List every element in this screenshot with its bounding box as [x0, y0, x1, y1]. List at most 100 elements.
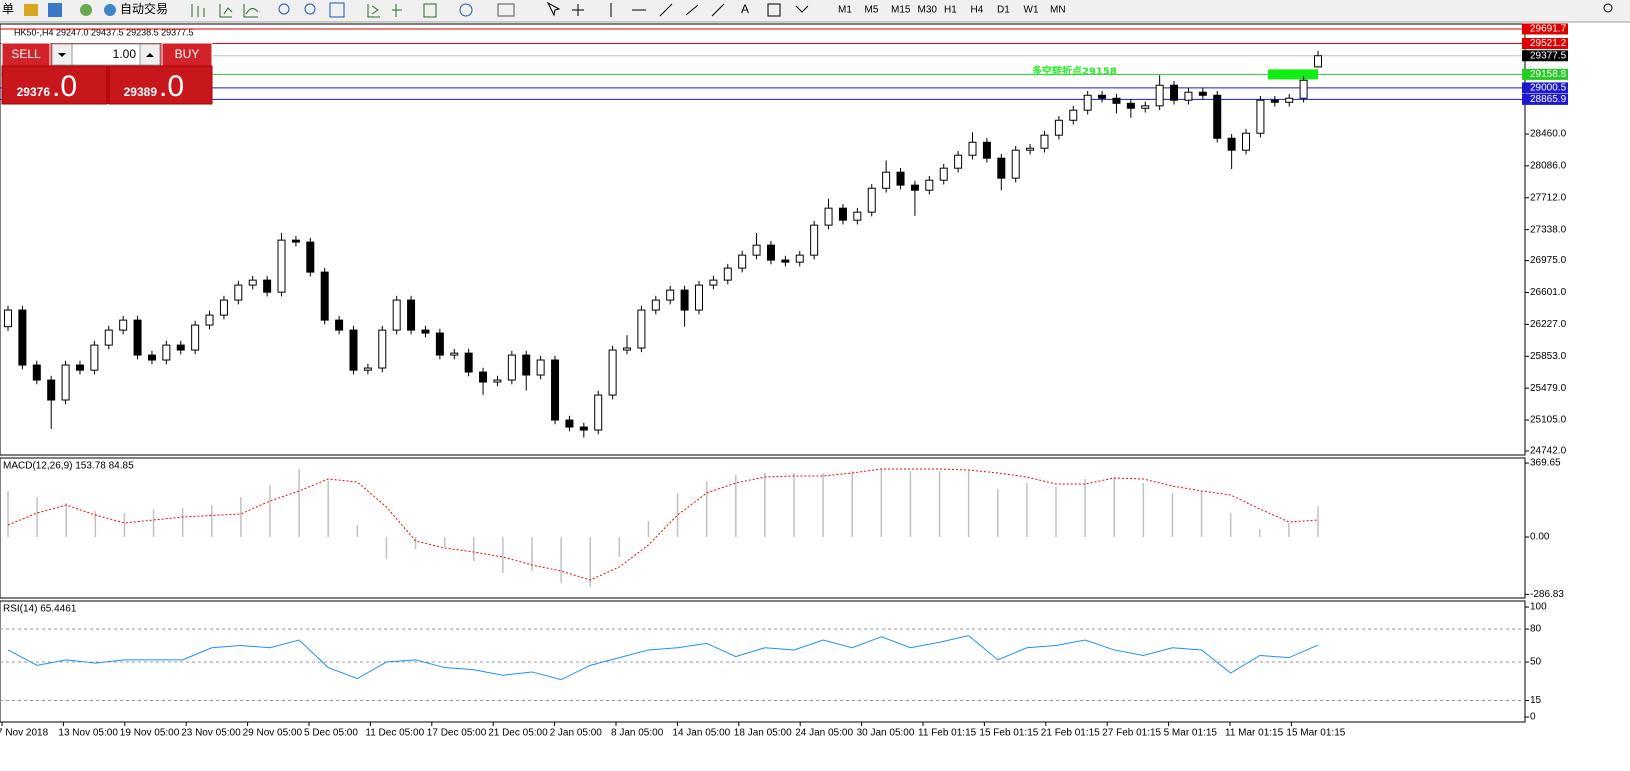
sell-label[interactable]: SELL — [11, 47, 41, 61]
candle-body — [1213, 94, 1222, 139]
x-tick-label: 19 Nov 05:00 — [120, 728, 180, 739]
candle-body — [594, 394, 603, 431]
candle-body — [997, 157, 1006, 179]
y-tick-label: 369.65 — [1530, 458, 1561, 469]
icon[interactable] — [329, 2, 345, 18]
candle-body — [421, 329, 430, 334]
icon[interactable] — [392, 4, 402, 17]
timeframe-button[interactable]: M5 — [865, 5, 879, 16]
candle-body — [1083, 94, 1092, 111]
candle-body — [882, 171, 891, 189]
turning-zone — [1268, 69, 1318, 80]
candle-body — [1126, 102, 1135, 109]
candle-body — [723, 267, 732, 281]
icon[interactable] — [497, 3, 515, 17]
icon[interactable] — [1603, 3, 1613, 13]
icon[interactable] — [367, 4, 380, 18]
icon[interactable] — [80, 4, 92, 16]
candle-body — [1141, 105, 1150, 109]
price-label-box — [1522, 38, 1568, 50]
price-label: 29691.7 — [1530, 24, 1567, 35]
y-tick-label: 0 — [1530, 712, 1536, 723]
auto-trade[interactable]: 自动交易 — [120, 1, 168, 16]
y-tick-label: 100 — [1530, 602, 1547, 613]
y-tick-label: 0.00 — [1530, 532, 1550, 543]
timeframe-button[interactable]: MN — [1050, 5, 1066, 16]
icon[interactable] — [48, 3, 62, 17]
icon[interactable] — [572, 4, 584, 16]
timeframe-button[interactable]: M15 — [891, 5, 911, 16]
candle-body — [335, 319, 344, 331]
candle-body — [349, 329, 358, 371]
time-axis: 7 Nov 2018 13 Nov 05:00 19 Nov 05:00 23 Nov… — [0, 722, 1346, 739]
timeframes: M1 M5 M15 M30 H1 H4 D1 W1 MN — [838, 5, 1066, 16]
icon[interactable] — [243, 4, 259, 18]
macd-panel — [0, 457, 1526, 599]
timeframe-button[interactable]: H1 — [944, 5, 957, 16]
sell-pips[interactable]: .0 — [52, 70, 77, 103]
x-tick-label: 29 Nov 05:00 — [243, 728, 303, 739]
arrow — [58, 53, 66, 57]
x-tick-label: 2 Jan 05:00 — [550, 728, 603, 739]
text-tool[interactable]: A — [741, 2, 749, 16]
lot-value[interactable]: 1.00 — [113, 47, 137, 61]
icon[interactable] — [24, 4, 38, 16]
candle-body — [450, 352, 459, 356]
menu[interactable]: 单 — [2, 2, 14, 16]
price-label-box — [1522, 82, 1568, 94]
candle-body — [1155, 84, 1164, 107]
icon[interactable] — [459, 3, 473, 17]
candle-body — [810, 224, 819, 256]
candle-body — [1026, 147, 1035, 151]
icon[interactable] — [767, 3, 781, 17]
icon[interactable] — [304, 3, 316, 15]
candle-body — [291, 239, 300, 243]
candle-body — [896, 171, 905, 186]
candle-body — [75, 364, 84, 371]
candle-body — [104, 329, 113, 346]
timeframe-button[interactable]: H4 — [971, 5, 984, 16]
timeframe-button[interactable]: W1 — [1024, 5, 1039, 16]
icon[interactable] — [546, 1, 561, 17]
y-tick-label: 26227.0 — [1530, 319, 1567, 330]
icon[interactable] — [104, 4, 116, 16]
candle-body — [910, 184, 919, 191]
buy-pips[interactable]: .0 — [159, 70, 184, 103]
buy-price[interactable]: 29389 — [124, 85, 158, 99]
candle-body — [162, 344, 171, 361]
sell-price[interactable]: 29376 — [17, 85, 51, 99]
sell-price-box[interactable] — [1, 65, 108, 105]
price-label: 29521.2 — [1530, 38, 1567, 49]
x-tick-label: 8 Jan 05:00 — [611, 728, 664, 739]
icon[interactable] — [610, 3, 725, 17]
candle-body — [1184, 91, 1193, 101]
icon[interactable] — [219, 4, 233, 18]
timeframe-button[interactable]: M30 — [918, 5, 938, 16]
candle-body — [61, 364, 70, 401]
candle-body — [867, 187, 876, 213]
icon[interactable] — [795, 5, 809, 13]
candle-body — [666, 289, 675, 301]
timeframe-button[interactable]: D1 — [997, 5, 1010, 16]
candle-body — [694, 284, 703, 311]
candle-body — [522, 354, 531, 376]
icon[interactable] — [191, 4, 205, 17]
candle-body — [1098, 94, 1107, 99]
candle-body — [18, 309, 27, 366]
candle-body — [651, 299, 660, 311]
buy-label[interactable]: BUY — [175, 47, 200, 61]
candle-body — [1270, 99, 1279, 103]
y-tick-label: 25479.0 — [1530, 383, 1567, 394]
buy-price-box[interactable] — [108, 65, 213, 105]
icon[interactable] — [423, 3, 437, 18]
timeframe-button[interactable]: M1 — [838, 5, 852, 16]
candle-body — [982, 141, 991, 159]
candle-body — [147, 354, 156, 361]
candle-body — [637, 309, 646, 349]
candle-body — [507, 354, 516, 381]
icon[interactable] — [278, 3, 290, 15]
indicator-title: RSI(14) 65.4461 — [3, 604, 77, 615]
price-label: 29377.5 — [1530, 50, 1567, 61]
candle-body — [1069, 109, 1078, 121]
x-tick-label: 24 Jan 05:00 — [795, 728, 853, 739]
